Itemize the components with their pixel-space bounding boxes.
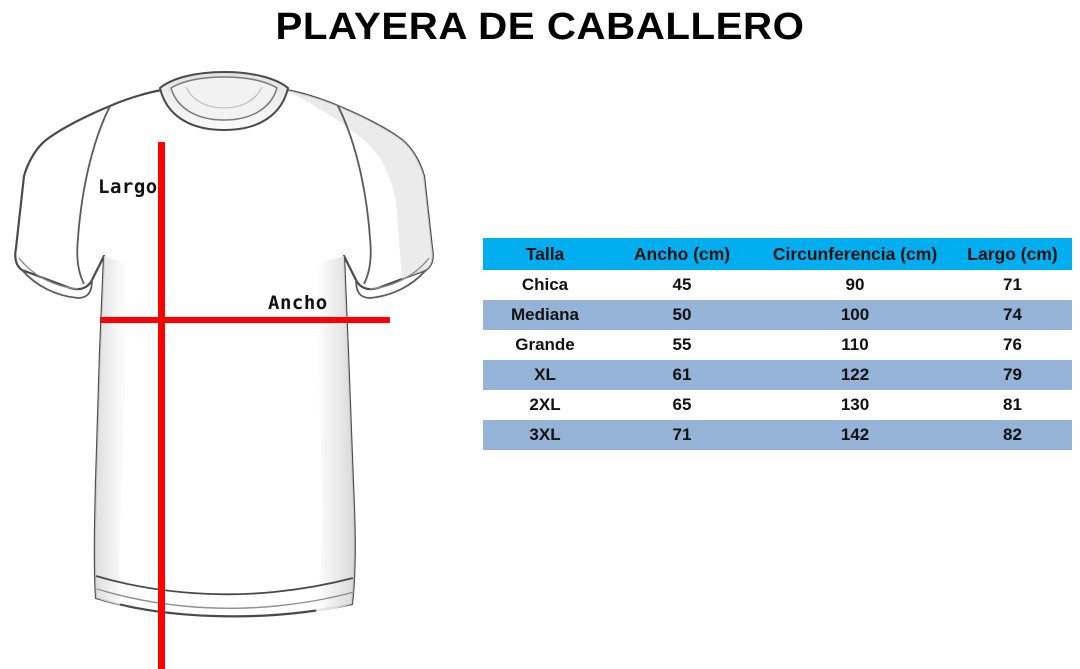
cell-talla: XL	[483, 360, 607, 390]
table-row: Chica 45 90 71	[483, 270, 1072, 300]
tshirt-body-group	[14, 70, 434, 618]
ancho-label: Ancho	[268, 292, 328, 314]
cell-circunferencia: 90	[757, 270, 953, 300]
cell-ancho: 50	[607, 300, 757, 330]
tshirt-collar-highlight	[185, 86, 263, 109]
cell-largo: 76	[953, 330, 1072, 360]
tshirt-right-cuff	[355, 269, 427, 299]
tshirt-right-sleeve-contour	[337, 105, 372, 285]
cell-talla: Grande	[483, 330, 607, 360]
tshirt-collar-inner	[170, 76, 278, 121]
column-header-talla: Talla	[483, 238, 607, 270]
cell-circunferencia: 130	[757, 390, 953, 420]
cell-ancho: 71	[607, 420, 757, 450]
tshirt-right-cuff-inner	[369, 257, 430, 290]
cell-circunferencia: 110	[757, 330, 953, 360]
tshirt-illustration-svg	[14, 70, 434, 618]
cell-largo: 82	[953, 420, 1072, 450]
tshirt-right-shading	[316, 256, 355, 612]
column-header-circunferencia: Circunferencia (cm)	[757, 238, 953, 270]
page-title: PLAYERA DE CABALLERO	[275, 6, 805, 48]
cell-circunferencia: 122	[757, 360, 953, 390]
tshirt-left-cuff	[21, 269, 93, 299]
tshirt-body-path	[14, 88, 434, 618]
column-header-ancho: Ancho (cm)	[607, 238, 757, 270]
table-row: 2XL 65 130 81	[483, 390, 1072, 420]
cell-largo: 81	[953, 390, 1072, 420]
cell-talla: Chica	[483, 270, 607, 300]
tshirt-hem-line-inner	[96, 588, 355, 609]
cell-talla: Mediana	[483, 300, 607, 330]
table-row: Grande 55 110 76	[483, 330, 1072, 360]
table-row: 3XL 71 142 82	[483, 420, 1072, 450]
tshirt-left-sleeve-contour	[76, 105, 111, 285]
table-header-row: Talla Ancho (cm) Circunferencia (cm) Lar…	[483, 238, 1072, 270]
ancho-measure-line	[100, 317, 390, 323]
column-header-largo: Largo (cm)	[953, 238, 1072, 270]
table-row: Mediana 50 100 74	[483, 300, 1072, 330]
tshirt-left-cuff-inner	[18, 257, 79, 290]
cell-ancho: 45	[607, 270, 757, 300]
tshirt-diagram: Largo Ancho	[0, 52, 480, 669]
cell-ancho: 61	[607, 360, 757, 390]
cell-circunferencia: 142	[757, 420, 953, 450]
tshirt-left-shading	[94, 256, 128, 605]
tshirt-right-shoulder-shading	[286, 90, 433, 279]
tshirt-hem-line	[95, 575, 354, 596]
cell-largo: 79	[953, 360, 1072, 390]
cell-ancho: 65	[607, 390, 757, 420]
largo-label: Largo	[98, 176, 158, 198]
size-chart-table: Talla Ancho (cm) Circunferencia (cm) Lar…	[483, 238, 1072, 450]
cell-circunferencia: 100	[757, 300, 953, 330]
cell-largo: 71	[953, 270, 1072, 300]
cell-talla: 2XL	[483, 390, 607, 420]
cell-ancho: 55	[607, 330, 757, 360]
cell-largo: 74	[953, 300, 1072, 330]
table-row: XL 61 122 79	[483, 360, 1072, 390]
largo-measure-line	[158, 142, 165, 669]
cell-talla: 3XL	[483, 420, 607, 450]
